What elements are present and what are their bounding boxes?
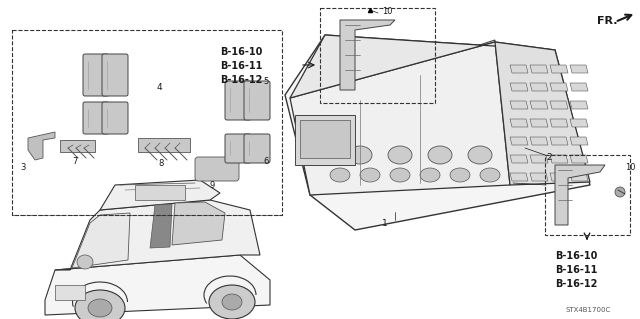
- Polygon shape: [285, 35, 590, 230]
- Polygon shape: [72, 213, 130, 268]
- Text: B-16-11: B-16-11: [220, 61, 262, 71]
- Polygon shape: [510, 155, 528, 163]
- Polygon shape: [570, 137, 588, 145]
- Bar: [320, 8, 435, 103]
- Polygon shape: [290, 35, 555, 98]
- Ellipse shape: [75, 290, 125, 319]
- Polygon shape: [510, 137, 528, 145]
- Polygon shape: [570, 119, 588, 127]
- FancyBboxPatch shape: [195, 157, 239, 181]
- Polygon shape: [570, 65, 588, 73]
- Bar: [300, 120, 350, 158]
- Polygon shape: [555, 165, 605, 225]
- Polygon shape: [510, 101, 528, 109]
- Bar: [295, 115, 355, 165]
- Polygon shape: [530, 101, 548, 109]
- Polygon shape: [570, 101, 588, 109]
- Polygon shape: [28, 132, 55, 160]
- Ellipse shape: [88, 299, 112, 317]
- Text: 9: 9: [210, 181, 215, 189]
- Polygon shape: [570, 155, 588, 163]
- Polygon shape: [45, 255, 270, 315]
- Polygon shape: [530, 119, 548, 127]
- Ellipse shape: [390, 168, 410, 182]
- Ellipse shape: [480, 168, 500, 182]
- Text: 8: 8: [158, 160, 163, 168]
- Text: 1: 1: [382, 219, 388, 228]
- Text: 10: 10: [382, 8, 392, 17]
- Polygon shape: [530, 137, 548, 145]
- Ellipse shape: [77, 255, 93, 269]
- Polygon shape: [310, 40, 495, 195]
- Polygon shape: [150, 204, 172, 248]
- Text: B-16-12: B-16-12: [220, 75, 262, 85]
- FancyBboxPatch shape: [244, 134, 270, 163]
- Polygon shape: [530, 83, 548, 91]
- Text: B-16-10: B-16-10: [220, 47, 262, 57]
- Ellipse shape: [615, 187, 625, 197]
- Polygon shape: [510, 173, 528, 181]
- Polygon shape: [55, 200, 260, 270]
- Text: B-16-10: B-16-10: [555, 251, 597, 261]
- Ellipse shape: [308, 146, 332, 164]
- Ellipse shape: [420, 168, 440, 182]
- Polygon shape: [550, 173, 568, 181]
- Bar: [135, 185, 185, 200]
- Polygon shape: [172, 202, 225, 245]
- FancyBboxPatch shape: [102, 102, 128, 134]
- Ellipse shape: [348, 146, 372, 164]
- Polygon shape: [550, 119, 568, 127]
- FancyBboxPatch shape: [83, 102, 109, 134]
- FancyBboxPatch shape: [225, 81, 251, 120]
- Polygon shape: [510, 83, 528, 91]
- Polygon shape: [550, 83, 568, 91]
- Ellipse shape: [450, 168, 470, 182]
- Text: 6: 6: [263, 158, 268, 167]
- Text: STX4B1700C: STX4B1700C: [565, 307, 611, 313]
- FancyBboxPatch shape: [83, 54, 109, 96]
- Ellipse shape: [428, 146, 452, 164]
- Polygon shape: [570, 83, 588, 91]
- Polygon shape: [290, 42, 510, 195]
- Bar: [55, 285, 85, 300]
- Text: FR.: FR.: [597, 16, 618, 26]
- Polygon shape: [550, 155, 568, 163]
- Text: 10: 10: [625, 164, 636, 173]
- Ellipse shape: [360, 168, 380, 182]
- Text: 3: 3: [20, 164, 26, 173]
- Polygon shape: [510, 65, 528, 73]
- Bar: [138, 138, 190, 152]
- Text: B-16-11: B-16-11: [555, 265, 597, 275]
- Polygon shape: [550, 137, 568, 145]
- FancyBboxPatch shape: [225, 134, 251, 163]
- Polygon shape: [530, 65, 548, 73]
- Ellipse shape: [468, 146, 492, 164]
- Ellipse shape: [388, 146, 412, 164]
- Ellipse shape: [222, 294, 242, 310]
- Polygon shape: [340, 20, 395, 90]
- Ellipse shape: [330, 168, 350, 182]
- Polygon shape: [495, 42, 590, 185]
- Text: 2: 2: [546, 152, 552, 161]
- Polygon shape: [570, 173, 588, 181]
- Polygon shape: [510, 119, 528, 127]
- Text: 4: 4: [157, 84, 163, 93]
- FancyBboxPatch shape: [244, 81, 270, 120]
- Polygon shape: [530, 155, 548, 163]
- Bar: [545, 155, 630, 235]
- FancyBboxPatch shape: [102, 54, 128, 96]
- Polygon shape: [550, 65, 568, 73]
- Polygon shape: [530, 173, 548, 181]
- Bar: [60, 140, 95, 152]
- Ellipse shape: [209, 285, 255, 319]
- Text: B-16-12: B-16-12: [555, 279, 597, 289]
- Text: 7: 7: [72, 158, 77, 167]
- Polygon shape: [100, 180, 220, 210]
- Bar: [12, 30, 282, 215]
- Polygon shape: [550, 101, 568, 109]
- Text: 5: 5: [263, 78, 268, 86]
